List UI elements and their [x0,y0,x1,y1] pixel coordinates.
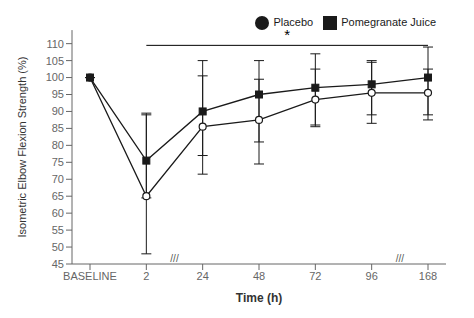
svg-text:72: 72 [309,270,321,282]
svg-text:75: 75 [52,156,64,168]
svg-text:65: 65 [52,190,64,202]
svg-text:45: 45 [52,258,64,270]
svg-text:2: 2 [143,270,149,282]
svg-text:105: 105 [46,55,64,67]
svg-text:Time (h): Time (h) [236,291,282,305]
svg-text:80: 80 [52,139,64,151]
svg-text:///: /// [396,253,405,264]
html-text:Pomegranate Juice: Pomegranate Juice [341,16,436,28]
svg-text:*: * [284,26,290,43]
svg-text:///: /// [170,253,179,264]
html-text:Placebo: Placebo [273,16,314,28]
svg-text:90: 90 [52,105,64,117]
svg-text:55: 55 [52,224,64,236]
svg-text:50: 50 [52,241,64,253]
svg-text:96: 96 [366,270,378,282]
svg-text:48: 48 [253,270,265,282]
svg-text:85: 85 [52,122,64,134]
svg-text:70: 70 [52,173,64,185]
svg-text:24: 24 [197,270,209,282]
svg-text:100: 100 [46,71,64,83]
svg-text:Isometric Elbow Flexion Streng: Isometric Elbow Flexion Strength (%) [16,57,28,238]
svg-text:BASELINE: BASELINE [63,270,117,282]
svg-text:95: 95 [52,88,64,100]
svg-text:110: 110 [46,38,64,50]
svg-text:168: 168 [419,270,437,282]
svg-text:60: 60 [52,207,64,219]
